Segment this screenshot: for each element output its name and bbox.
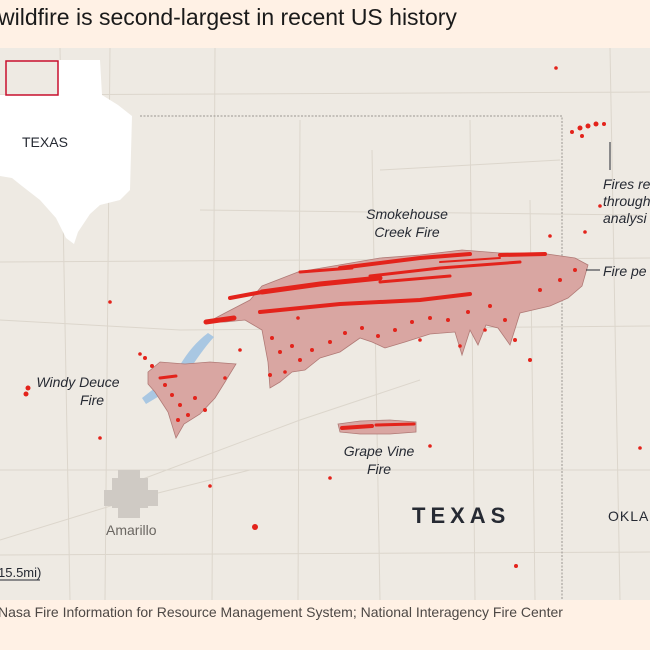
amarillo-urban-area xyxy=(104,470,158,518)
oklahoma-label: OKLA xyxy=(608,508,649,524)
road-network xyxy=(0,48,650,600)
grape-vine-label-line2: Fire xyxy=(367,461,391,477)
detections-annotation-line1: Fires re xyxy=(603,176,650,192)
scale-label: 15.5mi) xyxy=(0,565,41,580)
windy-deuce-perimeter xyxy=(147,361,237,440)
smokehouse-label-line1: Smokehouse xyxy=(366,206,448,222)
source-credit: Nasa Fire Information for Resource Manag… xyxy=(0,604,563,620)
texas-state-label: TEXAS xyxy=(412,503,510,528)
grape-vine-label-line1: Grape Vine xyxy=(344,443,415,459)
perimeter-annotation: Fire pe xyxy=(603,263,647,279)
hotspot-streaks xyxy=(158,252,547,430)
texas-inset-map: TEXAS xyxy=(0,60,132,244)
headline: wildfire is second-largest in recent US … xyxy=(0,4,457,30)
smokehouse-label-line2: Creek Fire xyxy=(374,224,440,240)
inset-texas-label: TEXAS xyxy=(22,134,68,150)
detections-annotation-line3: analysi xyxy=(603,210,647,226)
detections-annotation-line2: through xyxy=(603,193,650,209)
windy-deuce-label-line1: Windy Deuce xyxy=(36,374,119,390)
amarillo-label: Amarillo xyxy=(106,522,157,538)
state-border xyxy=(140,115,563,600)
fire-map: TEXAS Smokehouse Creek Fire Windy Deuce … xyxy=(0,48,650,600)
hotspot-dots xyxy=(23,66,642,568)
windy-deuce-label-line2: Fire xyxy=(80,392,104,408)
inset-locator-box xyxy=(5,60,59,96)
